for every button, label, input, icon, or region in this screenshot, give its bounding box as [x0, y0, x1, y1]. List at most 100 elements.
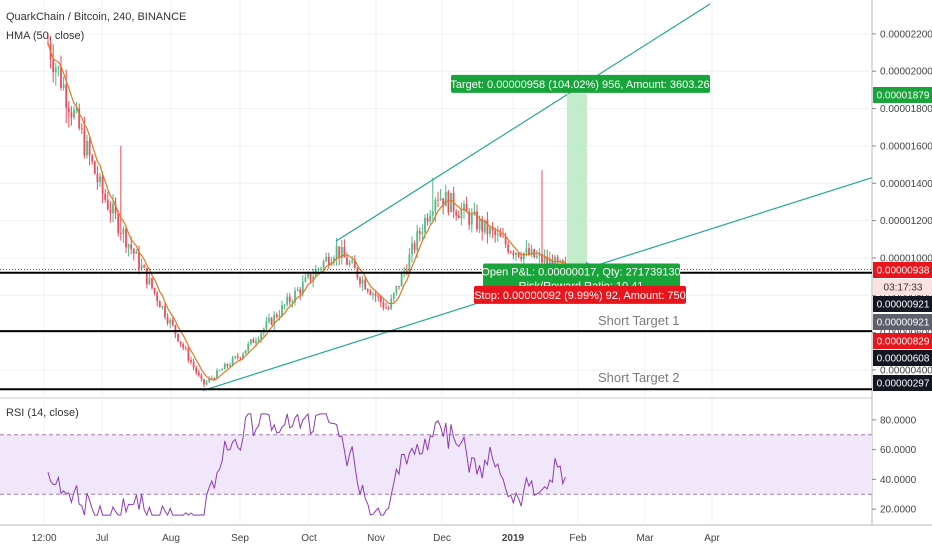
candle-body — [291, 301, 294, 303]
candle-body — [275, 314, 278, 317]
candle-body — [346, 257, 348, 265]
x-tick-label: Dec — [433, 533, 451, 544]
candle-body — [369, 291, 372, 295]
candle-body — [242, 353, 244, 358]
candle-body — [343, 247, 346, 258]
hma-legend[interactable]: HMA (50, close) — [6, 30, 85, 42]
candle-body — [312, 276, 315, 281]
target-label-box[interactable] — [451, 74, 710, 93]
candle-body — [408, 254, 411, 273]
stop-label: Stop: 0.00000092 (9.99%) 92, Amount: 750 — [474, 290, 686, 302]
candle-body — [218, 370, 221, 372]
candle-body — [67, 107, 70, 113]
candle-body — [80, 128, 83, 130]
y-tick-label: 0.00002200 — [880, 29, 932, 40]
rsi-y-tick-label: 80.0000 — [880, 415, 917, 426]
stop-label-box[interactable] — [474, 285, 686, 304]
candle-body — [221, 369, 224, 371]
candle-body — [143, 265, 146, 268]
candle-body — [517, 252, 520, 257]
candle-body — [460, 209, 463, 219]
candle-body — [309, 273, 312, 281]
position-profit-zone[interactable] — [567, 93, 587, 270]
candle-body — [187, 348, 190, 361]
candle-body — [522, 252, 525, 260]
candle-body — [197, 372, 200, 376]
price-tag: 03:17:33 — [884, 283, 923, 294]
candle-body — [442, 198, 445, 207]
candle-body — [78, 108, 81, 129]
candle-body — [210, 378, 213, 379]
candle-body — [338, 246, 341, 259]
candle-body — [439, 198, 442, 200]
y-tick-label: 0.00001000 — [880, 253, 932, 264]
candle-body — [299, 289, 302, 294]
candle-body — [535, 255, 538, 258]
candle-body — [351, 260, 354, 263]
candle-body — [353, 260, 356, 269]
candle-body — [405, 270, 408, 273]
candle-body — [226, 364, 229, 367]
candle-body — [489, 227, 491, 235]
candle-body — [457, 215, 460, 219]
price-tag-box — [873, 87, 932, 103]
candle-body — [418, 231, 421, 234]
candle-body — [556, 257, 559, 262]
price-tag: 0.00000829 — [877, 337, 930, 348]
hma-line — [47, 43, 566, 381]
candle-body — [286, 296, 289, 305]
candle-body — [184, 347, 187, 349]
candle-body — [145, 267, 148, 285]
y-tick-label: 0.00001200 — [880, 216, 932, 227]
candle-body — [333, 258, 335, 263]
candle-body — [385, 307, 387, 309]
candle-body — [138, 251, 140, 269]
candle-body — [465, 203, 468, 212]
candle-body — [158, 301, 161, 308]
x-tick-label: Oct — [301, 533, 317, 544]
candle-body — [114, 203, 117, 214]
candle-body — [392, 292, 395, 299]
candle-body — [366, 289, 369, 292]
candle-body — [520, 256, 523, 260]
candle-body — [208, 378, 211, 382]
candle-body — [413, 243, 416, 250]
candle-body — [359, 277, 361, 284]
candle-body — [496, 233, 499, 236]
price-tag-box — [873, 279, 932, 295]
candle-body — [528, 248, 530, 256]
candle-body — [416, 231, 419, 250]
candle-body — [247, 343, 250, 351]
candle-body — [88, 140, 91, 156]
price-tag: 0.00000921 — [877, 300, 930, 311]
candle-body — [463, 203, 465, 210]
candle-body — [192, 362, 195, 368]
candle-body — [325, 256, 328, 262]
candle-body — [543, 256, 546, 263]
candle-body — [283, 304, 286, 306]
candle-body — [205, 381, 208, 385]
candle-body — [468, 211, 471, 225]
candle-body — [169, 319, 172, 324]
candle-body — [507, 244, 510, 253]
candle-body — [112, 203, 114, 214]
candle-body — [559, 260, 562, 262]
candle-body — [372, 293, 374, 295]
candle-body — [512, 252, 515, 256]
candle-body — [387, 308, 390, 310]
candle-body — [260, 333, 263, 340]
candle-body — [491, 227, 494, 231]
candle-body — [470, 213, 473, 225]
candle-body — [348, 262, 351, 265]
target-label: Target: 0.00000958 (104.02%) 956, Amount… — [450, 79, 709, 91]
price-tag: 0.00000921 — [877, 318, 930, 329]
rsi-legend[interactable]: RSI (14, close) — [6, 407, 79, 419]
price-tag: 0.00001879 — [877, 91, 930, 102]
candle-body — [117, 213, 120, 233]
channel-upper-line[interactable] — [335, 3, 711, 242]
candle-body — [530, 249, 533, 256]
candle-body — [200, 375, 203, 380]
candle-body — [494, 230, 497, 236]
